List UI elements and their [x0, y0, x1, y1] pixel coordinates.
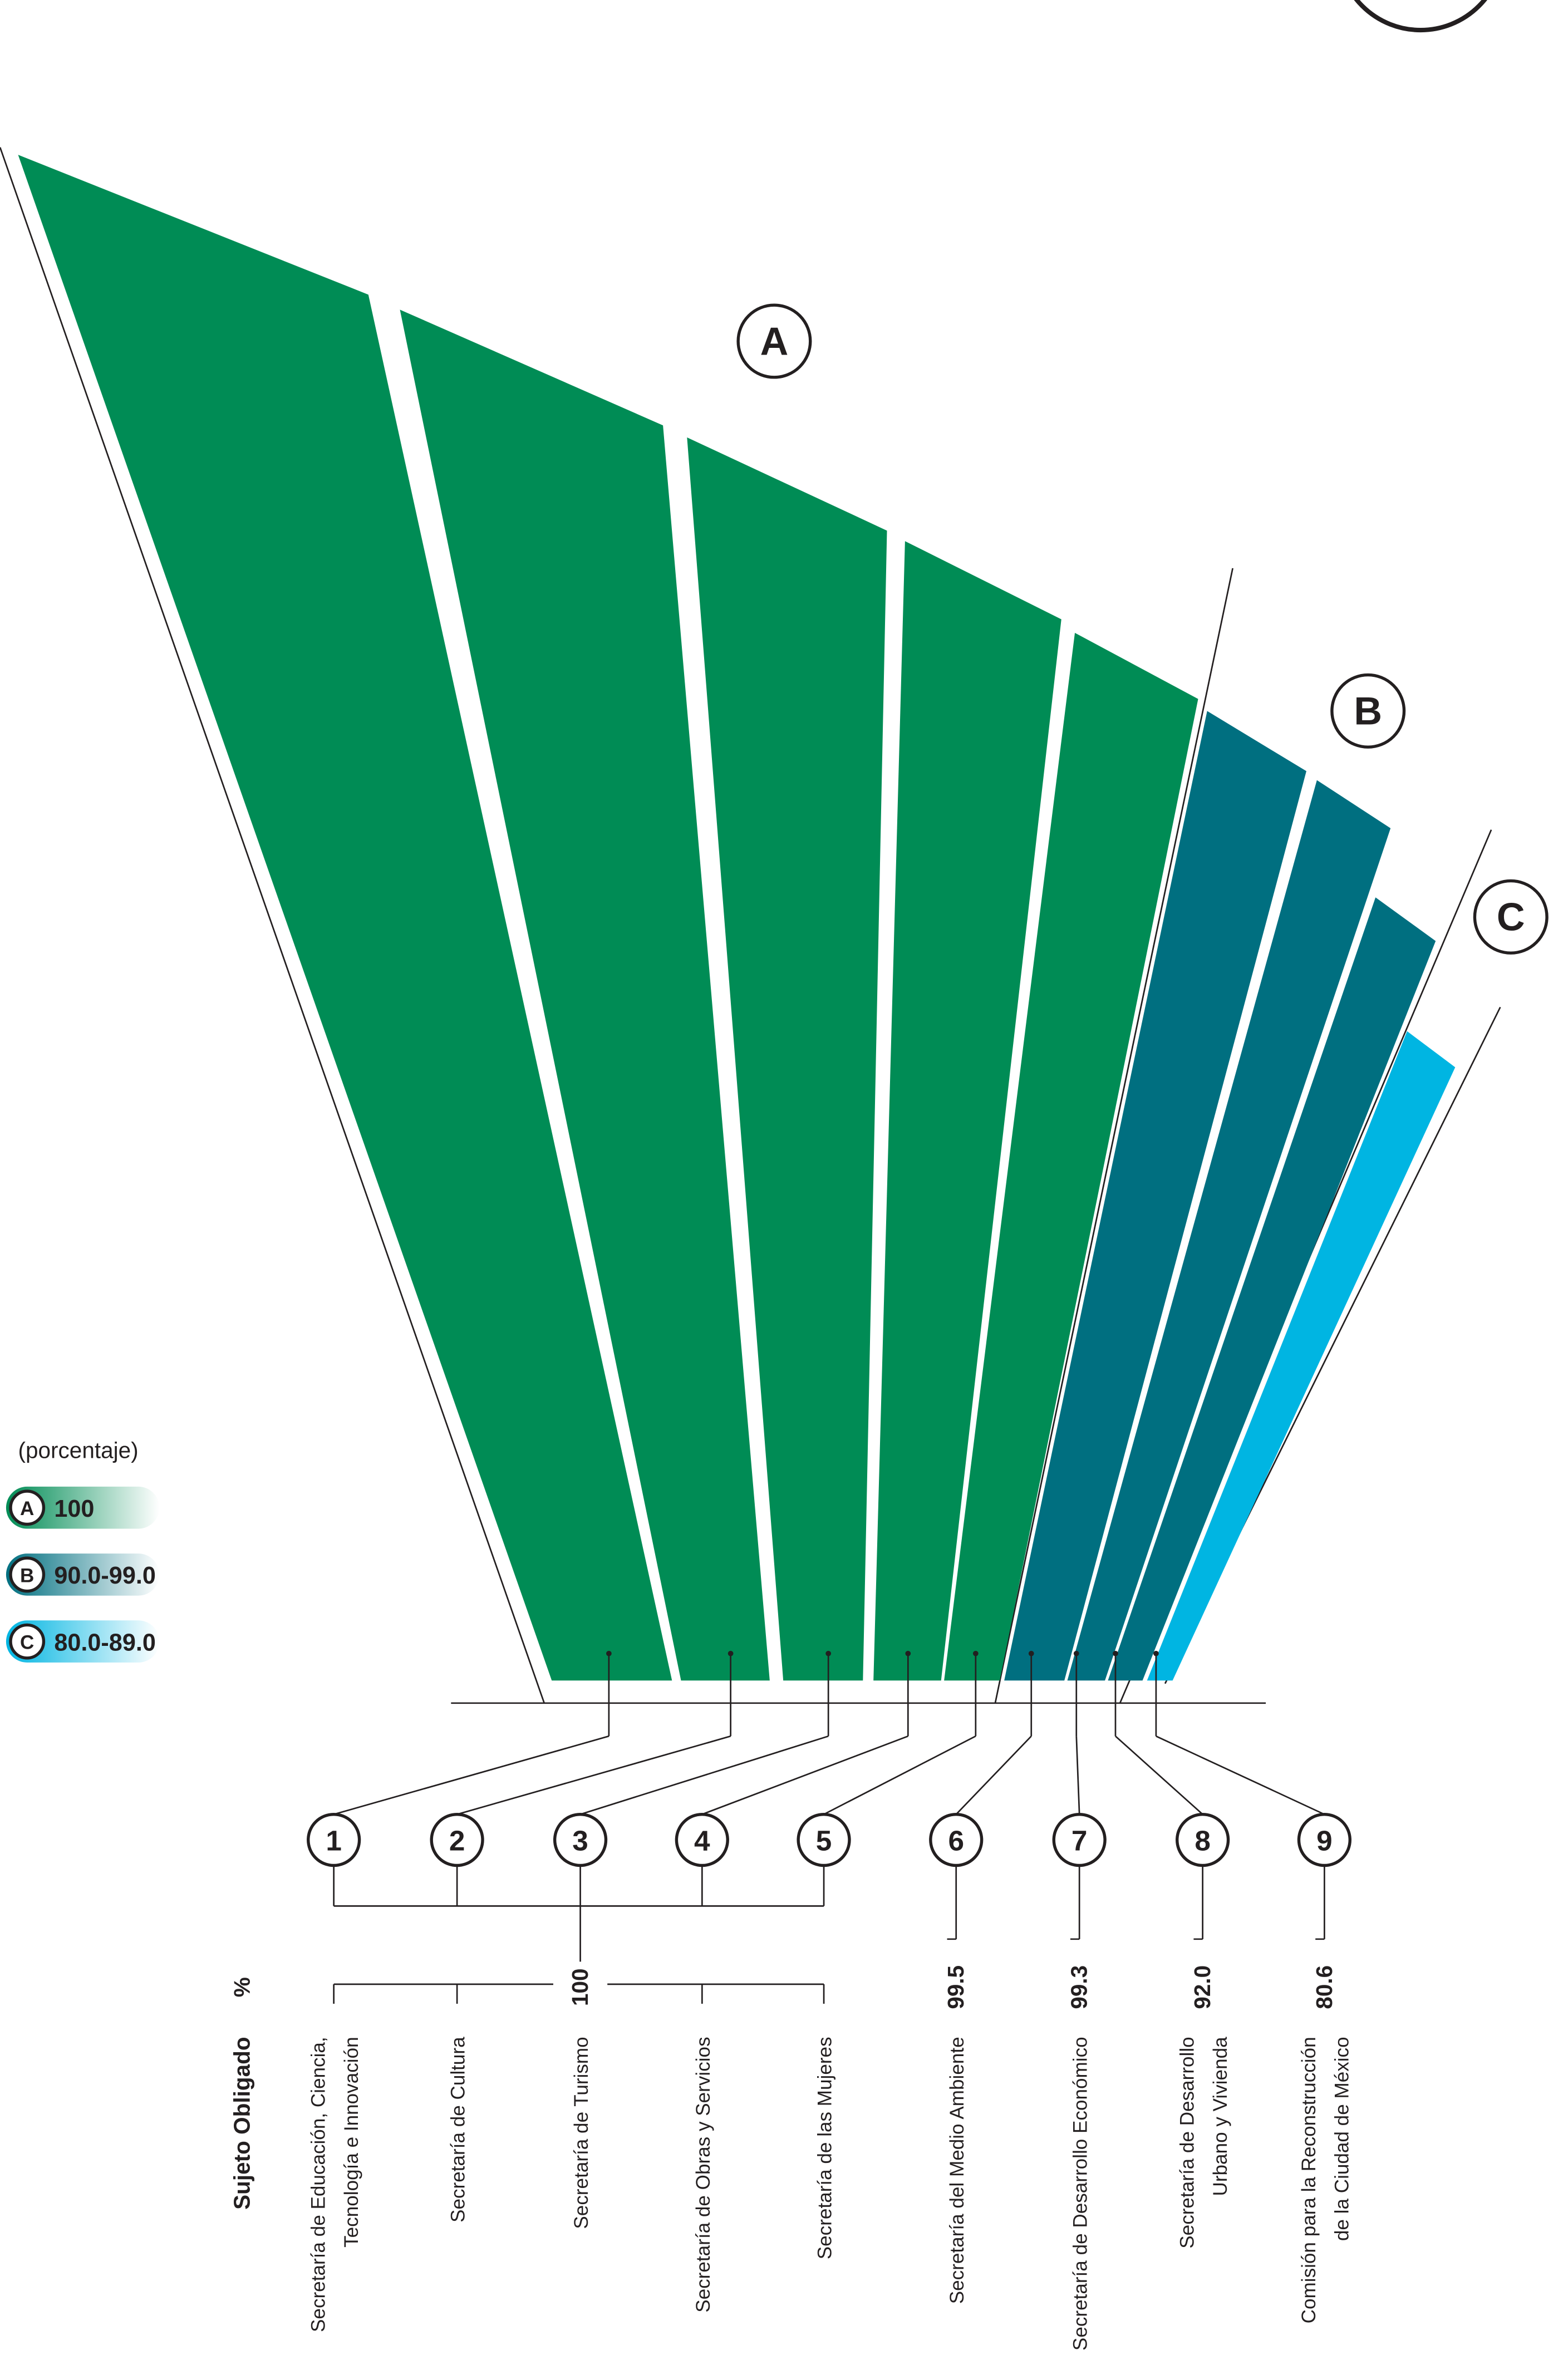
value-header: % — [229, 1977, 254, 1997]
value-label: 92.0 — [1189, 1965, 1215, 2009]
category-label: Secretaría de Cultura — [448, 2037, 469, 2223]
connector — [1115, 1735, 1203, 1815]
legend-label: 80.0-89.0 — [54, 1629, 156, 1656]
fan-bar — [400, 309, 770, 1681]
connector — [580, 1735, 829, 1815]
leader-dot — [606, 1650, 612, 1656]
legend-label: 90.0-99.0 — [54, 1562, 156, 1589]
value-label: 100 — [567, 1968, 593, 2006]
leader-dot — [728, 1650, 734, 1656]
fan-bar — [1108, 897, 1436, 1681]
connector — [701, 1735, 908, 1815]
legend-pill — [6, 1486, 160, 1529]
category-label: Secretaría de Turismo — [571, 2037, 592, 2229]
number-label: 7 — [1071, 1825, 1088, 1856]
fan-bar — [1067, 780, 1391, 1681]
fan-bar — [873, 541, 1061, 1681]
group-badge — [1473, 879, 1549, 955]
fan-bar — [687, 437, 887, 1681]
leader-dot — [1153, 1650, 1159, 1656]
group-badge — [736, 303, 812, 379]
number-label: 2 — [449, 1825, 465, 1856]
group-letter: C — [1497, 895, 1525, 939]
number-label: 9 — [1316, 1825, 1333, 1856]
leader-dot — [1028, 1650, 1034, 1656]
fan-bar — [1147, 1031, 1456, 1681]
number-label: 3 — [572, 1825, 588, 1856]
leader-dot — [825, 1650, 832, 1656]
legend-pill — [6, 1553, 160, 1596]
group-letter: A — [760, 319, 789, 363]
number-label: 8 — [1195, 1825, 1211, 1856]
leader-dot — [905, 1650, 911, 1656]
legend-letter: C — [20, 1632, 34, 1654]
category-label: Secretaría de Educación, Ciencia, — [307, 2037, 329, 2332]
group-letter: B — [1354, 689, 1382, 733]
category-label: Secretaría del Medio Ambiente — [946, 2037, 968, 2304]
legend-title: (porcentaje) — [18, 1438, 139, 1463]
header-label: Sujeto Obligado — [229, 2037, 254, 2210]
connector — [823, 1735, 976, 1815]
category-label: Secretaría de las Mujeres — [814, 2037, 836, 2259]
connector — [333, 1735, 609, 1815]
category-label: Urbano y Vivienda — [1210, 2037, 1231, 2196]
decor-circle — [1354, 0, 1487, 33]
legend-badge — [9, 1556, 46, 1593]
category-label: Tecnología e Innovación — [341, 2037, 362, 2248]
connector — [1156, 1735, 1325, 1815]
category-label: Secretaría de Desarrollo Económico — [1070, 2037, 1092, 2351]
legend-letter: B — [20, 1565, 34, 1586]
category-label: Secretaría de Obras y Servicios — [692, 2037, 714, 2312]
number-label: 1 — [326, 1825, 342, 1856]
legend-label: 100 — [54, 1496, 94, 1522]
legend-letter: A — [20, 1498, 34, 1520]
group-badge — [1330, 673, 1406, 749]
value-label: 99.3 — [1066, 1965, 1092, 2009]
number-label: 6 — [948, 1825, 964, 1856]
legend-badge — [9, 1489, 46, 1526]
value-label: 80.6 — [1311, 1965, 1337, 2009]
leader-dot — [1113, 1650, 1118, 1656]
guide-line — [0, 147, 545, 1704]
fan-bar — [18, 155, 672, 1681]
legend-pill — [6, 1620, 160, 1663]
leader-dot — [1073, 1650, 1079, 1656]
connector — [456, 1735, 731, 1815]
fan-bar — [1004, 711, 1306, 1681]
category-label: Secretaría de Desarrollo — [1176, 2037, 1198, 2248]
guide-line — [994, 568, 1233, 1704]
value-label: 99.5 — [943, 1965, 969, 2009]
number-label: 4 — [694, 1825, 710, 1856]
number-label: 5 — [816, 1825, 832, 1856]
fan-bar — [944, 632, 1198, 1681]
connector — [955, 1735, 1032, 1815]
category-label: Comisión para la Reconstrucción — [1298, 2037, 1320, 2323]
legend-badge — [9, 1623, 46, 1660]
leader-dot — [972, 1650, 979, 1656]
connector — [1075, 1736, 1080, 1815]
category-label: de la Ciudad de México — [1331, 2037, 1353, 2241]
